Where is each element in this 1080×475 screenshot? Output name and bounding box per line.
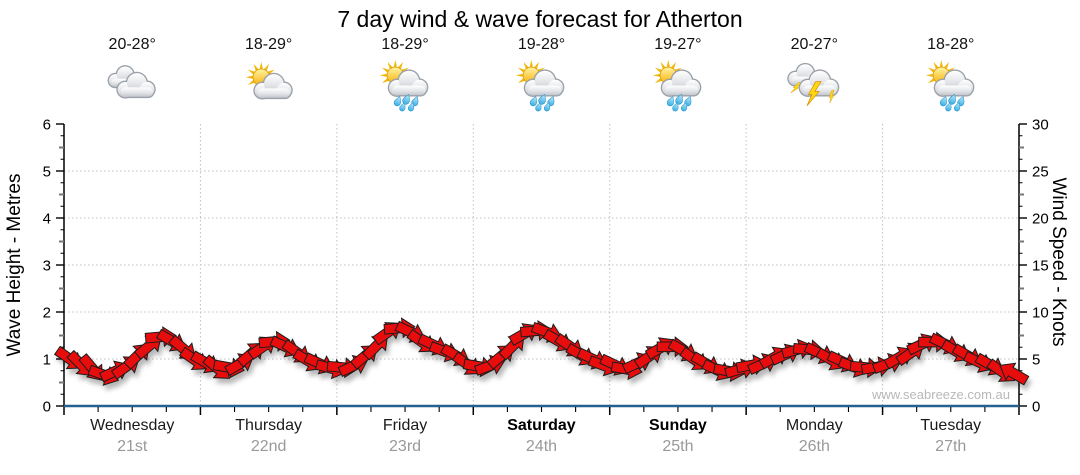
svg-text:30: 30 xyxy=(1032,116,1049,133)
day-name: Monday xyxy=(785,417,843,434)
left-tick-labels: 0 1 2 3 4 5 6 xyxy=(43,116,51,415)
day-date: 26th xyxy=(798,438,830,455)
forecast-day-summary: 20-28° xyxy=(64,36,200,112)
svg-text:0: 0 xyxy=(43,398,51,415)
left-axis-label: Wave Height - Metres xyxy=(4,173,25,357)
svg-text:0: 0 xyxy=(1032,398,1040,415)
forecast-day-summary: 19-27° xyxy=(610,36,746,112)
chart-title: 7 day wind & wave forecast for Atherton xyxy=(337,6,743,32)
svg-text:5: 5 xyxy=(43,163,51,180)
svg-text:25: 25 xyxy=(1032,163,1049,180)
wind-arrow-series xyxy=(53,317,1030,386)
forecast-day-summary: 18-29° xyxy=(200,36,336,112)
svg-text:20: 20 xyxy=(1032,210,1049,227)
cloudy-icon xyxy=(107,65,156,99)
x-axis-ticks xyxy=(63,407,1020,415)
day-name: Thursday xyxy=(235,417,302,434)
temperature-range: 18-29° xyxy=(244,36,293,53)
sun-cloud-rain-icon xyxy=(379,59,429,112)
day-name: Wednesday xyxy=(90,417,175,434)
svg-text:3: 3 xyxy=(43,257,51,274)
forecast-day-summary: 18-28° xyxy=(883,36,1019,112)
sun-cloud-rain-icon xyxy=(516,59,565,112)
svg-text:1: 1 xyxy=(43,351,51,368)
day-date: 24th xyxy=(525,438,558,455)
day-label: Friday 23rd xyxy=(337,417,473,456)
day-label: Thursday 22nd xyxy=(200,417,336,456)
day-labels-row: Wednesday 21st Thursday 22nd Friday 23rd Satur… xyxy=(64,417,1019,456)
day-date: 21st xyxy=(117,438,148,455)
right-axis-label: Wind Speed - Knots xyxy=(1048,177,1069,347)
temperature-range: 20-28° xyxy=(108,36,156,53)
day-label: Monday 26th xyxy=(746,417,882,456)
thunderstorm-icon xyxy=(787,62,840,107)
sun-cloud-rain-icon xyxy=(925,59,975,112)
svg-text:6: 6 xyxy=(43,116,51,133)
daily-summary-row: 20-28° 18-29° 18-29° 19-28° 19-27° 20-27° 18-2… xyxy=(64,36,1019,112)
svg-text:15: 15 xyxy=(1032,257,1049,274)
day-date: 22nd xyxy=(250,438,287,455)
day-label: Tuesday 27th xyxy=(883,417,1019,456)
day-label: Sunday 25th xyxy=(610,417,746,456)
day-name: Friday xyxy=(382,417,428,434)
day-name: Sunday xyxy=(649,417,707,434)
day-date: 27th xyxy=(935,438,967,455)
forecast-day-summary: 19-28° xyxy=(473,36,609,112)
day-date: 25th xyxy=(662,438,694,455)
right-tick-labels: 0 5 10 15 20 25 30 xyxy=(1032,116,1049,415)
svg-text:4: 4 xyxy=(43,210,51,227)
svg-text:10: 10 xyxy=(1032,304,1049,321)
day-boundary-gridlines xyxy=(199,124,884,406)
temperature-range: 19-27° xyxy=(654,36,702,53)
day-name: Saturday xyxy=(507,417,576,434)
day-date: 23rd xyxy=(389,438,422,455)
wind-arrow xyxy=(999,362,1030,386)
horizontal-gridlines xyxy=(64,170,1019,360)
temperature-range: 19-28° xyxy=(517,36,566,53)
partly-cloudy-icon xyxy=(245,61,293,100)
day-label: Wednesday 21st xyxy=(64,417,200,456)
temperature-range: 18-28° xyxy=(927,36,975,53)
forecast-day-summary: 18-29° xyxy=(337,36,473,112)
day-name: Tuesday xyxy=(920,417,982,434)
svg-text:2: 2 xyxy=(43,304,51,321)
temperature-range: 20-27° xyxy=(790,36,838,53)
forecast-day-summary: 20-27° xyxy=(746,36,882,112)
temperature-range: 18-29° xyxy=(381,36,429,53)
sun-cloud-rain-icon xyxy=(652,59,702,112)
watermark: www.seabreeze.com.au xyxy=(871,387,1010,402)
day-label: Saturday 24th xyxy=(473,417,609,456)
svg-text:5: 5 xyxy=(1032,351,1040,368)
